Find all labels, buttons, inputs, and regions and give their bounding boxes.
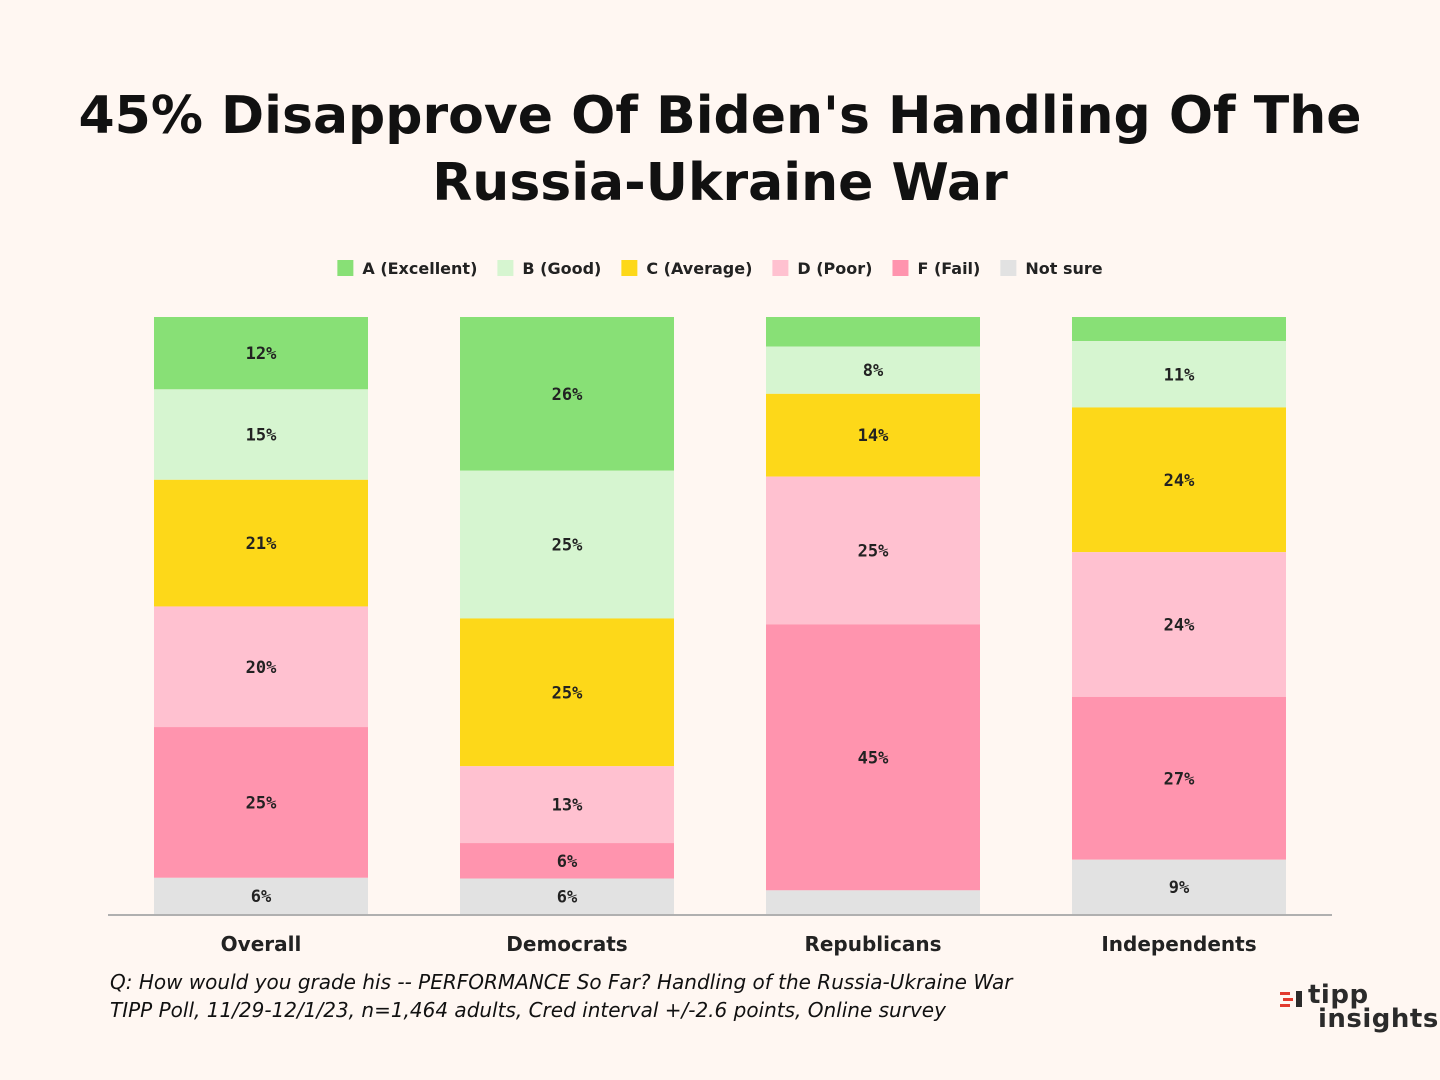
data-label-2-4: 13% [552,796,583,816]
legend-swatch-2 [497,260,514,276]
data-label-3-5: 45% [858,748,889,768]
footnote-question: Q: How would you grade his -- PERFORMANC… [110,970,1013,994]
data-label-1-6: 6% [251,887,272,907]
category-label-3: Republicans [804,932,941,956]
bar-segment-4-5 [1072,696,1286,860]
legend-label-1: A (Excellent) [362,259,477,278]
legend-swatch-6 [1000,260,1017,276]
bar-segment-1-2 [154,389,368,480]
data-label-2-6: 6% [557,887,578,907]
data-label-1-1: 12% [246,344,277,364]
data-label-1-3: 21% [246,534,277,554]
bar-segment-4-6 [1072,859,1286,914]
data-label-4-2: 11% [1164,365,1195,385]
bar-segment-3-3 [766,393,980,477]
legend-swatch-5 [892,260,909,276]
data-label-3-3: 14% [858,426,889,446]
legend-label-6: Not sure [1025,259,1102,278]
category-labels: Overall Democrats Republicans Independents [221,932,1257,956]
logo-word-insights: insights [1318,1004,1439,1034]
bar-segment-1-4 [154,606,368,728]
data-label-4-4: 24% [1164,616,1195,636]
tipp-insights-logo: tipp insights [1278,980,1438,1040]
arrow-mark-icon [1280,991,1302,1007]
bar-segment-2-3 [460,618,674,767]
bar-segment-2-2 [460,470,674,619]
logo-word-tipp: tipp [1308,980,1369,1010]
bar-segment-2-6 [460,878,674,914]
data-label-1-5: 25% [246,793,277,813]
legend-label-2: B (Good) [522,259,601,278]
bar-segment-2-4 [460,766,674,844]
data-label-4-5: 27% [1164,769,1195,789]
chart-title: 45% Disapprove Of Biden's Handling Of Th… [78,86,1361,213]
bar-segment-4-3 [1072,407,1286,553]
category-label-2: Democrats [506,932,627,956]
data-label-4-3: 24% [1164,471,1195,491]
data-label-1-4: 20% [246,658,277,678]
bar-segment-4-2 [1072,341,1286,408]
legend-swatch-3 [621,260,638,276]
legend-label-3: C (Average) [646,259,752,278]
chart-title-line-1: 45% Disapprove Of Biden's Handling Of Th… [78,86,1361,146]
legend-label-4: D (Poor) [797,259,872,278]
data-label-1-2: 15% [246,426,277,446]
bar-segment-3-6 [766,890,980,914]
legend-swatch-4 [772,260,789,276]
bar-segment-3-4 [766,476,980,625]
footnote: Q: How would you grade his -- PERFORMANC… [110,968,1013,1024]
data-label-4-6: 9% [1169,878,1190,898]
data-label-2-3: 25% [552,683,583,703]
footnote-source: TIPP Poll, 11/29-12/1/23, n=1,464 adults… [110,998,946,1022]
legend-swatch-1 [337,260,354,276]
bar-segment-3-5 [766,624,980,891]
bar-segment-1-6 [154,877,368,914]
data-label-2-5: 6% [557,852,578,872]
category-label-4: Independents [1101,932,1256,956]
legend: A (Excellent) B (Good) C (Average) D (Poor)… [337,259,1103,278]
data-label-3-2: 8% [863,361,884,381]
legend-label-5: F (Fail) [917,259,980,278]
bar-segment-1-3 [154,479,368,607]
bar-segment-2-1 [460,317,674,471]
chart-title-line-2: Russia-Ukraine War [432,153,1008,213]
data-label-2-1: 26% [552,385,583,405]
bar-segment-1-1 [154,317,368,390]
bar-segment-3-1 [766,317,980,347]
bar-segment-4-4 [1072,552,1286,697]
data-label-2-2: 25% [552,536,583,556]
bar-segment-1-5 [154,727,368,878]
bars: 12% 15% 21% 20% 25% 6% 26% 25% 25% 13% 6% 6% 8% 14% 25… [154,317,1286,914]
data-label-3-4: 25% [858,541,889,561]
bar-segment-2-5 [460,843,674,879]
category-label-1: Overall [221,932,302,956]
bar-segment-3-2 [766,346,980,394]
bar-segment-4-1 [1072,317,1286,342]
